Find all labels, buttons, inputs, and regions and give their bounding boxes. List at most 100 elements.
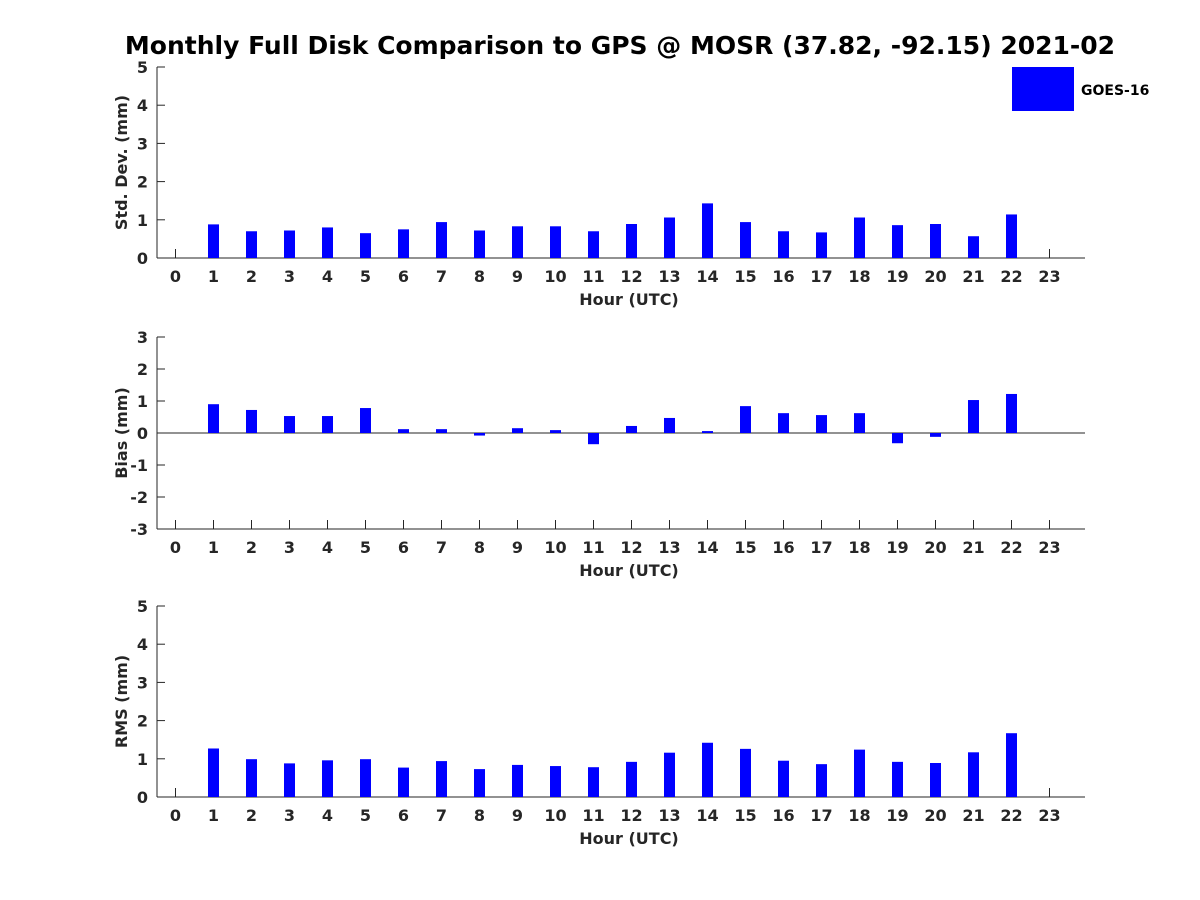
- x-tick-label: 15: [734, 538, 756, 557]
- bar: [1006, 393, 1017, 433]
- bar: [436, 761, 447, 797]
- x-tick-label: 8: [474, 806, 485, 825]
- bar: [360, 408, 371, 433]
- x-tick-label: 7: [436, 538, 447, 557]
- x-axis-label: Hour (UTC): [579, 290, 679, 309]
- bar: [550, 766, 561, 797]
- y-tick-label: 3: [137, 673, 148, 692]
- bar: [398, 229, 409, 258]
- y-tick-label: 3: [137, 328, 148, 347]
- y-axis-label: Bias (mm): [112, 387, 131, 479]
- bar: [512, 226, 523, 258]
- bar: [816, 232, 827, 258]
- bar: [740, 748, 751, 797]
- x-tick-label: 22: [1000, 806, 1022, 825]
- x-tick-label: 7: [436, 806, 447, 825]
- bar: [284, 230, 295, 258]
- bar: [854, 749, 865, 797]
- x-tick-label: 2: [246, 267, 257, 286]
- bar: [322, 416, 333, 433]
- x-tick-label: 7: [436, 267, 447, 286]
- bar: [930, 433, 941, 437]
- x-tick-label: 0: [170, 806, 181, 825]
- x-tick-label: 6: [398, 538, 409, 557]
- bar: [702, 203, 713, 258]
- bar: [208, 224, 219, 258]
- x-tick-label: 2: [246, 538, 257, 557]
- x-tick-label: 11: [582, 538, 604, 557]
- bar: [1006, 214, 1017, 258]
- x-tick-label: 22: [1000, 538, 1022, 557]
- x-tick-label: 20: [924, 806, 946, 825]
- x-tick-label: 1: [208, 806, 219, 825]
- bar: [474, 769, 485, 797]
- bar: [588, 231, 599, 258]
- bar: [778, 760, 789, 797]
- chart-title: Monthly Full Disk Comparison to GPS @ MO…: [125, 31, 1115, 60]
- bar: [246, 231, 257, 258]
- x-tick-label: 14: [696, 267, 718, 286]
- x-tick-label: 1: [208, 267, 219, 286]
- x-tick-label: 0: [170, 267, 181, 286]
- bar: [892, 433, 903, 444]
- x-tick-label: 9: [512, 806, 523, 825]
- x-tick-label: 12: [620, 806, 642, 825]
- x-tick-label: 21: [962, 267, 984, 286]
- bar: [892, 225, 903, 258]
- y-tick-label: 4: [137, 635, 148, 654]
- x-tick-label: 19: [886, 806, 908, 825]
- bar: [740, 406, 751, 433]
- bar: [626, 425, 637, 433]
- y-tick-label: 5: [137, 597, 148, 616]
- x-tick-label: 23: [1038, 806, 1060, 825]
- bar: [436, 222, 447, 258]
- x-tick-label: 19: [886, 267, 908, 286]
- y-axis-label: Std. Dev. (mm): [112, 95, 131, 230]
- x-tick-label: 9: [512, 267, 523, 286]
- bar: [550, 226, 561, 258]
- x-tick-label: 1: [208, 538, 219, 557]
- x-tick-label: 10: [544, 538, 566, 557]
- x-tick-label: 22: [1000, 267, 1022, 286]
- bar: [588, 767, 599, 797]
- x-tick-label: 16: [772, 806, 794, 825]
- bar: [436, 429, 447, 433]
- bar: [550, 430, 561, 433]
- x-tick-label: 11: [582, 806, 604, 825]
- bar: [664, 417, 675, 433]
- x-tick-label: 15: [734, 806, 756, 825]
- y-axis-label: RMS (mm): [112, 655, 131, 748]
- y-tick-label: 4: [137, 96, 148, 115]
- y-tick-label: 2: [137, 360, 148, 379]
- bar: [626, 761, 637, 797]
- y-tick-label: 1: [137, 392, 148, 411]
- legend-label: GOES-16: [1081, 83, 1149, 99]
- x-tick-label: 4: [322, 806, 333, 825]
- y-tick-label: 0: [137, 788, 148, 807]
- legend: GOES-16: [1012, 67, 1149, 111]
- x-tick-label: 17: [810, 267, 832, 286]
- bar: [930, 224, 941, 258]
- x-tick-label: 3: [284, 538, 295, 557]
- x-tick-label: 16: [772, 538, 794, 557]
- x-tick-label: 19: [886, 538, 908, 557]
- bar: [208, 748, 219, 797]
- bar: [512, 428, 523, 433]
- x-tick-label: 5: [360, 806, 371, 825]
- y-tick-label: 5: [137, 58, 148, 77]
- x-tick-label: 20: [924, 538, 946, 557]
- legend-swatch: [1012, 67, 1074, 111]
- x-tick-label: 9: [512, 538, 523, 557]
- bar: [246, 759, 257, 797]
- bar: [322, 227, 333, 258]
- bar: [360, 233, 371, 258]
- bar: [474, 230, 485, 258]
- x-tick-label: 13: [658, 538, 680, 557]
- x-tick-label: 6: [398, 267, 409, 286]
- bar: [626, 224, 637, 258]
- x-tick-label: 8: [474, 267, 485, 286]
- y-tick-label: 3: [137, 134, 148, 153]
